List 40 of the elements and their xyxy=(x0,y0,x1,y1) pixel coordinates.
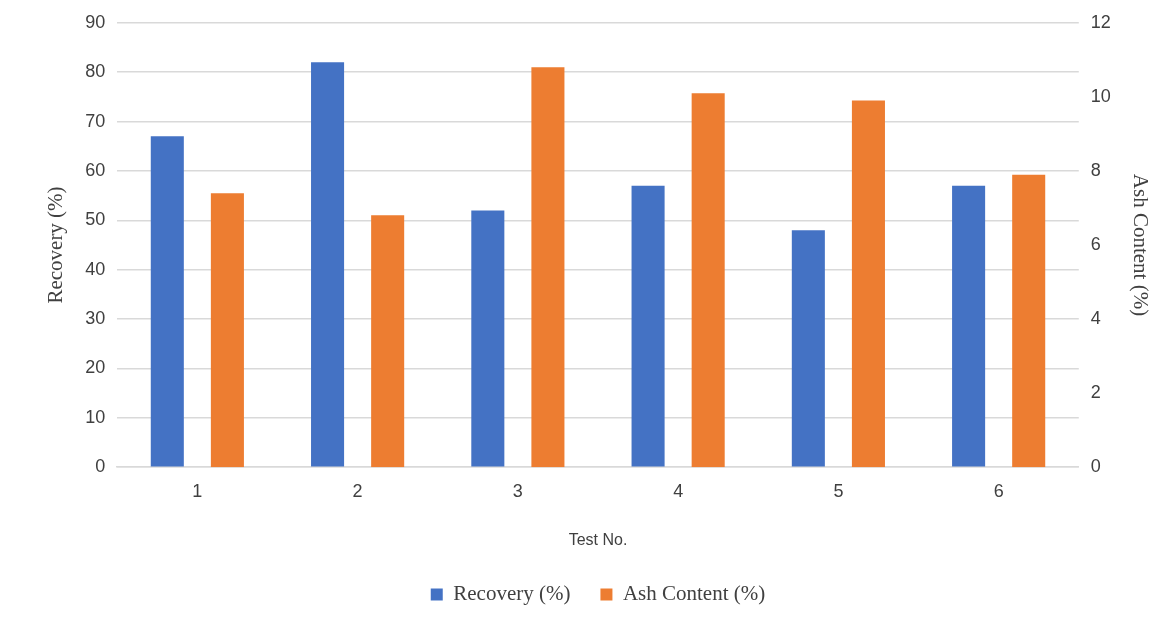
y-tick-label: 50 xyxy=(85,209,106,230)
x-tick-label: 6 xyxy=(993,480,1004,501)
legend-label: Recovery (%) xyxy=(453,581,571,606)
bar xyxy=(791,230,825,467)
legend-label: Ash Content (%) xyxy=(622,581,766,606)
y-tick-label: 10 xyxy=(85,406,106,427)
bar xyxy=(691,93,725,468)
y-axis-title: Recovery (%) xyxy=(43,186,68,304)
x-tick-label: 5 xyxy=(833,480,844,501)
y-tick-label: 30 xyxy=(85,308,106,329)
x-tick-label: 2 xyxy=(352,480,363,501)
bar xyxy=(1012,174,1046,468)
y2-tick-label: 12 xyxy=(1090,11,1111,32)
y-tick-label: 70 xyxy=(85,110,106,131)
y2-tick-label: 10 xyxy=(1090,85,1111,106)
y-tick-label: 40 xyxy=(85,258,106,279)
y2-axis-title: Ash Content (%) xyxy=(1128,173,1153,317)
x-tick-label: 4 xyxy=(673,480,684,501)
y-tick-label: 20 xyxy=(85,357,106,378)
bar xyxy=(471,210,505,467)
y-tick-label: 90 xyxy=(85,11,106,32)
bar xyxy=(631,185,665,467)
y2-tick-label: 6 xyxy=(1090,233,1101,254)
bar xyxy=(371,215,405,468)
y2-tick-label: 0 xyxy=(1090,456,1101,477)
y-tick-label: 80 xyxy=(85,61,106,82)
y-tick-label: 60 xyxy=(85,159,106,180)
bar xyxy=(952,185,986,467)
y2-tick-label: 4 xyxy=(1090,308,1101,329)
y-tick-label: 0 xyxy=(95,456,106,477)
bar xyxy=(531,67,565,468)
x-tick-label: 1 xyxy=(192,480,203,501)
bar xyxy=(150,136,184,467)
x-axis-title: Test No. xyxy=(568,530,628,548)
y2-tick-label: 8 xyxy=(1090,159,1101,180)
x-tick-label: 3 xyxy=(512,480,523,501)
y2-tick-label: 2 xyxy=(1090,382,1101,403)
bar xyxy=(210,193,244,468)
bar xyxy=(311,62,345,467)
bar xyxy=(851,100,885,468)
